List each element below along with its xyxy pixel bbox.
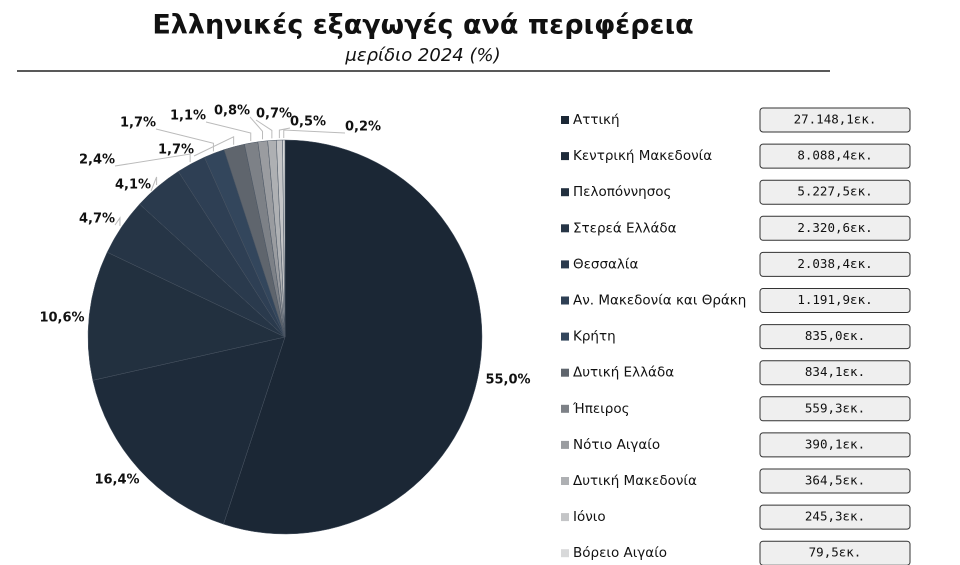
amount-label: 2.038,4εκ.: [797, 256, 872, 271]
leader-line: [114, 216, 121, 226]
value-label: 55,0%: [485, 373, 530, 388]
leader-line: [114, 153, 191, 167]
amount-label: 245,3εκ.: [805, 509, 865, 524]
value-label: 4,1%: [115, 178, 151, 193]
legend-label: Στερεά Ελλάδα: [573, 220, 677, 236]
legend-label: Κρήτη: [573, 329, 616, 345]
amount-box: [759, 360, 911, 386]
leader-line: [278, 127, 291, 139]
amount-label: 5.227,5εκ.: [797, 184, 872, 199]
leader-line: [193, 135, 235, 157]
amount-box: [759, 324, 911, 350]
value-label: 0,8%: [214, 104, 250, 119]
legend-swatch: [561, 332, 569, 341]
legend-swatch: [561, 513, 569, 522]
legend-swatch: [561, 188, 569, 197]
legend-swatch: [561, 549, 569, 558]
pie-slice: [223, 139, 483, 535]
amount-label: 2.320,6εκ.: [797, 220, 872, 235]
legend-swatch: [561, 477, 569, 485]
amount-box: [759, 468, 911, 494]
amount-label: 1.191,9εκ.: [797, 292, 872, 307]
leader-line: [249, 116, 264, 140]
amount-label: 559,3εκ.: [805, 400, 865, 415]
legend-swatch: [561, 440, 569, 449]
amount-box: [759, 143, 911, 169]
pie-slice: [282, 139, 286, 338]
value-label: 1,7%: [120, 116, 156, 131]
amount-label: 8.088,4εκ.: [797, 148, 872, 163]
value-label: 2,4%: [79, 153, 115, 168]
legend-label: Δυτική Μακεδονία: [573, 473, 697, 489]
legend-label: Δυτική Ελλάδα: [573, 365, 674, 381]
legend-swatch: [561, 224, 569, 233]
leader-line: [255, 119, 273, 139]
amount-box: [759, 432, 911, 458]
legend-swatch: [561, 296, 569, 305]
value-label: 0,5%: [290, 115, 326, 130]
amount-box: [759, 540, 911, 565]
pie-slice: [87, 251, 286, 381]
value-label: 1,7%: [158, 143, 194, 158]
amount-label: 834,1εκ.: [805, 364, 865, 379]
leader-line: [205, 121, 252, 141]
legend-label: Ήπειρος: [572, 401, 630, 417]
amount-box: [759, 107, 911, 133]
value-label: 0,7%: [256, 107, 292, 122]
leader-line: [155, 128, 214, 152]
value-label: 1,1%: [170, 109, 206, 124]
amount-box: [759, 396, 911, 422]
amount-label: 364,5εκ.: [805, 473, 865, 488]
amount-label: 27.148,1εκ.: [794, 112, 877, 127]
legend-label: Πελοπόννησος: [573, 184, 671, 200]
legend-label: Νότιο Αιγαίο: [573, 437, 660, 453]
amount-box: [759, 504, 911, 530]
value-label: 16,4%: [94, 473, 139, 488]
legend-label: Θεσσαλία: [573, 256, 638, 272]
amount-label: 390,1εκ.: [805, 436, 865, 451]
amount-box: [759, 251, 911, 277]
legend-label: Ιόνιο: [573, 509, 606, 525]
legend-swatch: [561, 404, 569, 413]
leader-line: [283, 129, 346, 139]
value-label: 0,2%: [345, 120, 381, 135]
amount-label: 835,0εκ.: [805, 328, 865, 343]
chart-title: Ελληνικές εξαγωγές ανά περιφέρεια: [152, 10, 693, 41]
pie-slice: [92, 336, 286, 525]
legend-swatch: [561, 152, 569, 161]
value-label: 4,7%: [79, 212, 115, 227]
amount-label: 79,5εκ.: [809, 545, 862, 560]
legend-swatch: [561, 260, 569, 269]
legend-label: Αν. Μακεδονία και Θράκη: [573, 293, 746, 309]
value-label: 10,6%: [39, 311, 84, 326]
amount-box: [759, 288, 911, 313]
legend-label: Αττική: [573, 112, 620, 128]
legend-swatch: [561, 116, 569, 124]
amount-box: [759, 215, 911, 241]
chart-subtitle: μερίδιο 2024 (%): [344, 45, 500, 66]
legend-label: Βόρειο Αιγαίο: [573, 545, 667, 561]
amount-box: [759, 179, 911, 205]
legend-label: Κεντρική Μακεδονία: [573, 148, 712, 164]
legend-swatch: [561, 368, 569, 377]
leader-line: [150, 176, 158, 192]
